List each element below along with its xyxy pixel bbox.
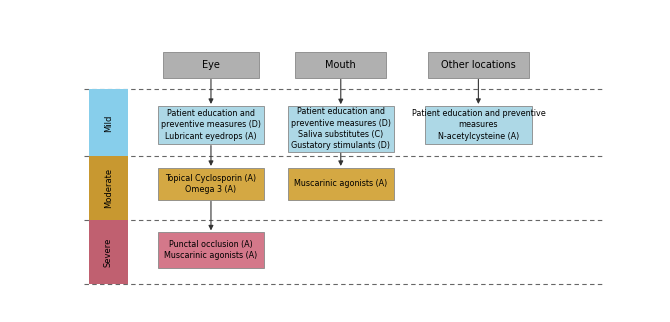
Text: Patient education and
preventive measures (D)
Saliva substitutes (C)
Gustatory s: Patient education and preventive measure… — [291, 108, 391, 150]
FancyBboxPatch shape — [425, 106, 531, 144]
Bar — [89, 90, 128, 156]
FancyBboxPatch shape — [295, 52, 386, 78]
FancyBboxPatch shape — [157, 167, 264, 200]
FancyBboxPatch shape — [287, 167, 394, 200]
FancyBboxPatch shape — [163, 52, 259, 78]
Text: Moderate: Moderate — [104, 168, 113, 208]
FancyBboxPatch shape — [427, 52, 529, 78]
Text: Patient education and preventive
measures
N-acetylcysteine (A): Patient education and preventive measure… — [411, 109, 545, 140]
FancyBboxPatch shape — [157, 106, 264, 144]
Bar — [89, 156, 128, 220]
Text: Muscarinic agonists (A): Muscarinic agonists (A) — [294, 179, 387, 188]
Text: Eye: Eye — [202, 60, 220, 70]
Text: Severe: Severe — [104, 237, 113, 267]
Text: Mild: Mild — [104, 114, 113, 132]
FancyBboxPatch shape — [157, 232, 264, 268]
FancyBboxPatch shape — [287, 106, 394, 152]
Text: Topical Cyclosporin (A)
Omega 3 (A): Topical Cyclosporin (A) Omega 3 (A) — [165, 174, 257, 194]
Text: Punctal occlusion (A)
Muscarinic agonists (A): Punctal occlusion (A) Muscarinic agonist… — [164, 240, 257, 260]
Text: Other locations: Other locations — [441, 60, 516, 70]
Text: Patient education and
preventive measures (D)
Lubricant eyedrops (A): Patient education and preventive measure… — [161, 109, 261, 140]
Bar — [89, 220, 128, 284]
Text: Mouth: Mouth — [326, 60, 356, 70]
